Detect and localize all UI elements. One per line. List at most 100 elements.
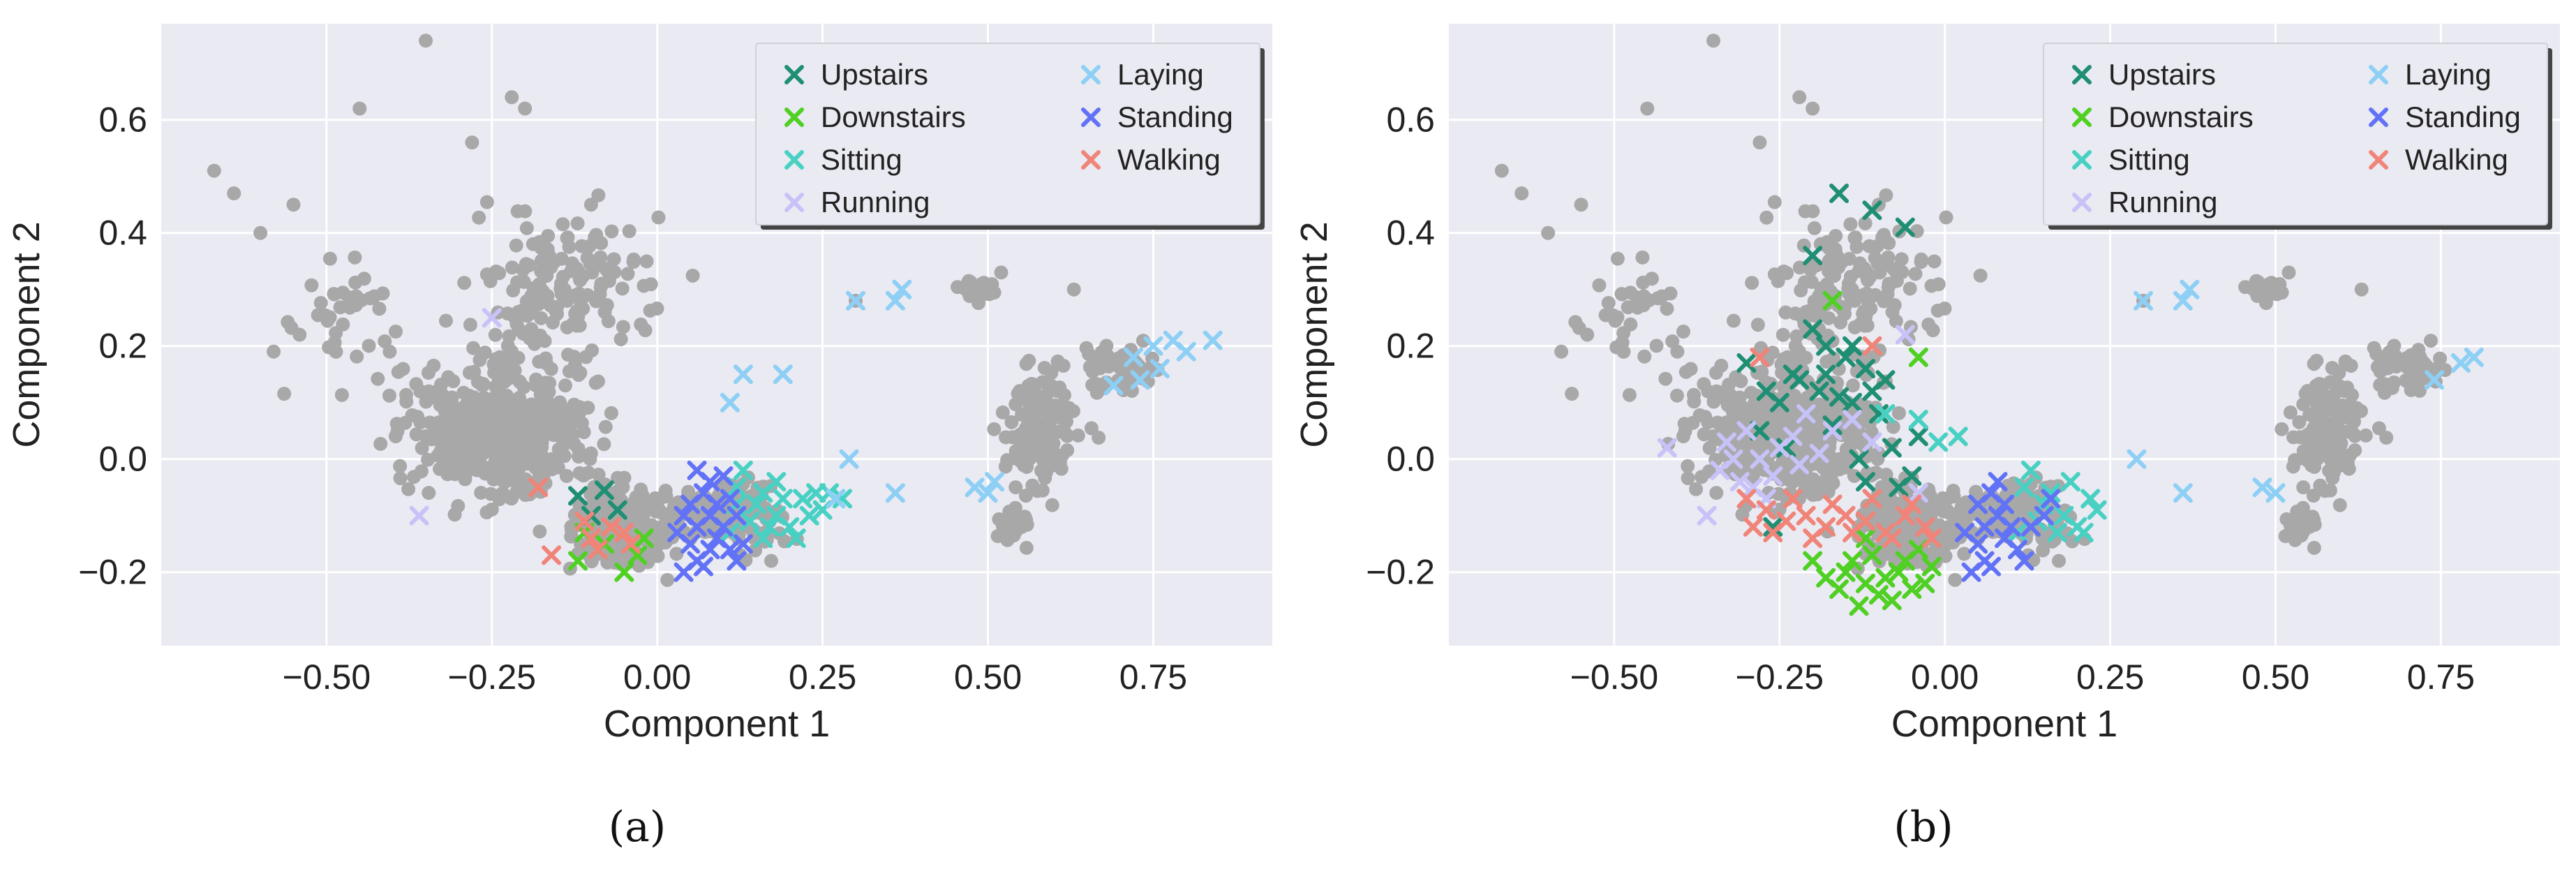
unlabeled-point [1775,327,1790,342]
unlabeled-point [1872,507,1886,522]
unlabeled-point [999,430,1013,445]
unlabeled-point [1022,395,1037,410]
unlabeled-point [604,224,619,239]
unlabeled-point [1622,387,1637,402]
unlabeled-point [533,524,547,539]
unlabeled-point [1767,195,1782,209]
point-sitting [1875,403,1896,424]
point-running [1763,466,1783,486]
point-walking [1743,517,1763,537]
point-downstairs [627,545,648,565]
point-standing [727,505,747,526]
point-walking [1736,489,1757,509]
unlabeled-point [438,403,452,418]
point-laying [2173,483,2193,503]
unlabeled-point [2286,430,2301,445]
x-tick-label: 0.25 [789,658,856,697]
point-running [1822,421,1842,441]
unlabeled-point [2326,388,2341,403]
unlabeled-point [976,276,991,290]
unlabeled-point [572,286,586,301]
unlabeled-point [1848,230,1863,245]
unlabeled-point [470,375,485,389]
unlabeled-point [1908,267,1923,281]
unlabeled-point [559,468,574,483]
unlabeled-point [1683,362,1698,376]
unlabeled-point [382,344,397,359]
series-standing [667,460,753,582]
point-running [482,308,502,328]
scatter-panel-b: −0.50 −0.25 0.00 0.25 0.50 0.75 −0.2 0.0 0.2 0.4 0… [1293,24,2560,745]
unlabeled-point [1828,242,1842,257]
unlabeled-point [1066,282,1081,297]
unlabeled-point [546,315,560,329]
point-sitting [759,517,780,537]
point-laying [985,472,1004,492]
series-laying [720,279,1223,509]
unlabeled-point [489,451,503,466]
unlabeled-point [253,225,268,240]
unlabeled-point [554,251,569,266]
unlabeled-point [446,374,461,389]
unlabeled-point [1610,251,1625,266]
point-sitting [2041,483,2061,503]
point-upstairs [1763,517,1783,537]
unlabeled-point [304,278,319,292]
point-walking [574,511,595,531]
unlabeled-point [2332,498,2347,512]
point-upstairs [1862,200,1882,221]
unlabeled-point [998,459,1013,474]
unlabeled-point [527,336,542,351]
unlabeled-point [564,529,579,544]
unlabeled-point [1939,210,1953,225]
unlabeled-point [516,326,530,341]
unlabeled-point [1565,387,1579,401]
point-standing [687,460,707,480]
unlabeled-point [1752,135,1767,150]
point-upstairs [1895,217,1915,237]
unlabeled-point [431,448,445,463]
point-laying [846,290,865,311]
unlabeled-point [1018,489,1033,503]
unlabeled-point [505,432,519,447]
unlabeled-point [292,327,307,342]
unlabeled-point [1676,429,1690,444]
unlabeled-point [1026,406,1041,420]
unlabeled-point [227,186,241,200]
unlabeled-point [662,509,676,524]
legend-marker-downstairs [784,107,804,127]
unlabeled-point [543,260,558,274]
unlabeled-point [1574,198,1588,212]
point-laying [2134,290,2153,311]
unlabeled-point [558,378,573,393]
unlabeled-point [565,256,579,271]
unlabeled-point [576,468,591,483]
unlabeled-point [1829,228,1843,243]
unlabeled-point [604,406,618,420]
unlabeled-point [2314,406,2328,420]
legend-marker-sitting [784,150,804,170]
point-laying [1103,376,1124,396]
unlabeled-point [1079,341,1094,355]
unlabeled-point [1689,482,1704,496]
unlabeled-point [1875,230,1890,245]
unlabeled-point [1580,327,1595,342]
unlabeled-point [616,320,630,334]
point-laying [2173,290,2193,311]
unlabeled-point [1852,425,1866,440]
unlabeled-point [407,470,422,484]
point-upstairs [1736,353,1757,373]
unlabeled-point [1039,422,1054,437]
series-walking [528,477,641,565]
unlabeled-point [1949,509,1964,524]
unlabeled-point [1676,325,1690,339]
unlabeled-point [685,268,700,283]
unlabeled-point [452,439,467,454]
unlabeled-point [2281,265,2296,280]
unlabeled-point [588,376,603,390]
legend-marker-standing [2369,107,2388,127]
unlabeled-point [415,440,429,455]
unlabeled-point [2283,519,2298,533]
unlabeled-point [593,287,607,302]
point-sitting [799,505,819,526]
